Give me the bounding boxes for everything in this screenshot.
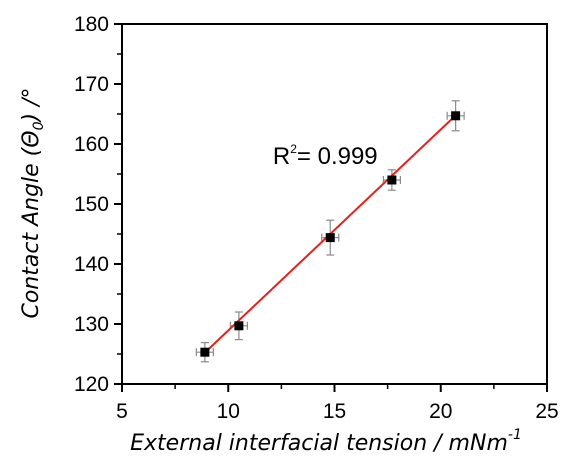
x-tick-label: 5 bbox=[116, 400, 128, 423]
plot-area-frame bbox=[121, 23, 548, 385]
data-point bbox=[234, 321, 244, 331]
y-tick-label: 150 bbox=[74, 193, 109, 216]
annotation-superscript: 2 bbox=[290, 142, 297, 156]
x-tick-label: 15 bbox=[323, 400, 346, 423]
x-axis-title-superscript: -1 bbox=[508, 427, 522, 443]
x-axis-title: External interfacial tension / mNm-1 bbox=[130, 427, 522, 456]
y-axis-title: Contact Angle (Θ0) /° bbox=[19, 87, 47, 318]
annotation-value: = 0.999 bbox=[297, 143, 378, 170]
data-point bbox=[451, 111, 461, 121]
x-axis-title-text: External interfacial tension / mNm bbox=[130, 431, 508, 456]
y-tick-label: 160 bbox=[74, 133, 109, 156]
y-tick-label: 130 bbox=[74, 313, 109, 336]
annotation-prefix: R bbox=[273, 143, 290, 170]
y-axis-title-suffix: ) /° bbox=[19, 87, 44, 123]
x-tick-label: 20 bbox=[429, 400, 452, 423]
y-axis-ticks: 120 130 140 150 160 170 180 bbox=[74, 13, 122, 396]
y-tick-label: 170 bbox=[74, 73, 109, 96]
x-axis-ticks: 5 10 15 20 25 bbox=[116, 384, 559, 423]
y-tick-label: 140 bbox=[74, 253, 109, 276]
y-tick-label: 120 bbox=[74, 373, 109, 396]
data-point bbox=[200, 347, 210, 357]
r-squared-annotation: R2= 0.999 bbox=[273, 142, 378, 170]
y-tick-label: 180 bbox=[74, 13, 109, 36]
y-axis-title-theta: Θ bbox=[19, 130, 44, 147]
x-tick-label: 25 bbox=[535, 400, 558, 423]
x-tick-label: 10 bbox=[217, 400, 240, 423]
y-axis-title-subscript: 0 bbox=[31, 121, 47, 130]
y-axis-title-prefix: Contact Angle ( bbox=[19, 146, 44, 318]
data-point bbox=[387, 175, 397, 185]
data-point bbox=[325, 233, 335, 243]
data-points bbox=[200, 111, 461, 357]
